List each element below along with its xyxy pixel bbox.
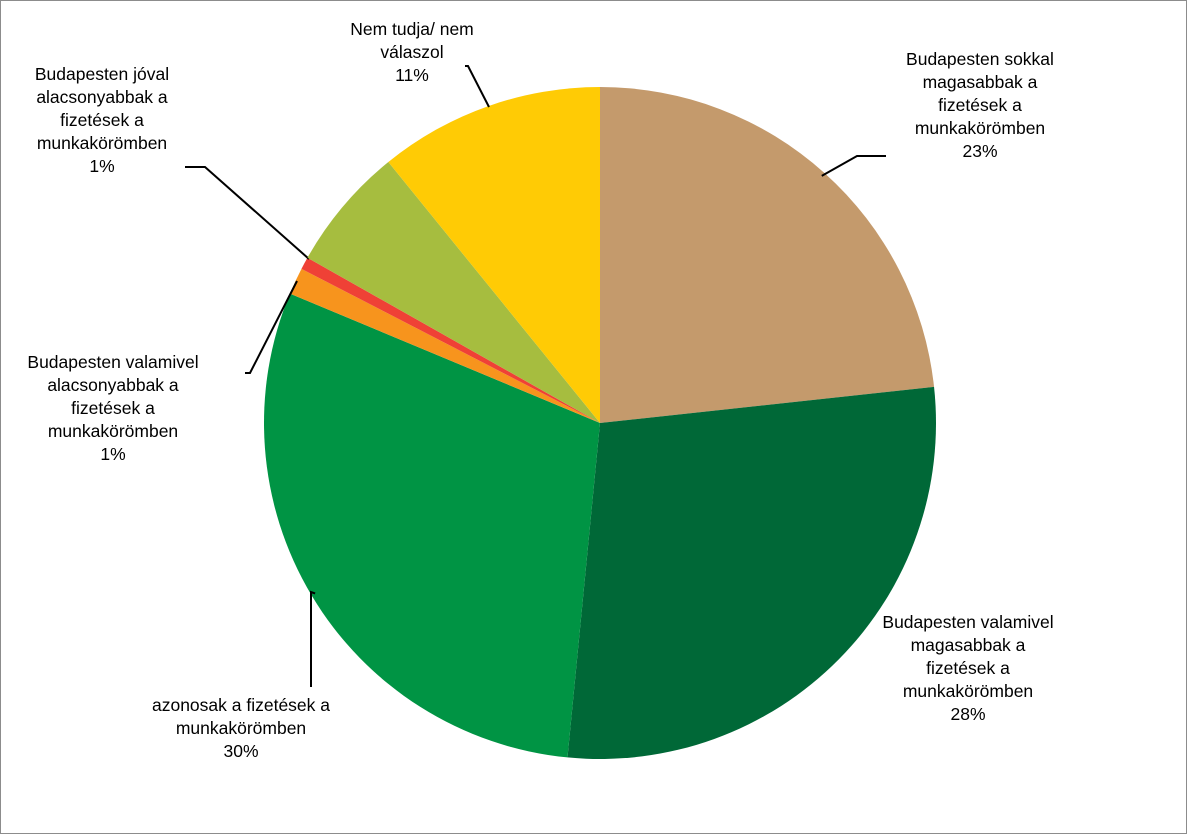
slice-data-label: Budapesten valamivel magasabbak a fizeté…	[882, 612, 1054, 724]
slice-data-label: Budapesten sokkal magasabbak a fizetések…	[906, 49, 1054, 161]
pie-slice	[600, 87, 935, 423]
pie-slice	[567, 386, 937, 759]
pie-slice	[264, 293, 600, 758]
pie-slice	[301, 257, 600, 423]
slice-data-label: Budapesten jóval alacsonyabbak a fizetés…	[34, 64, 170, 176]
pie-slice	[388, 87, 600, 423]
leader-line	[310, 590, 316, 687]
pie-slice	[307, 162, 600, 424]
leader-line	[821, 155, 886, 177]
leader-line	[465, 65, 490, 108]
leader-line	[245, 280, 298, 374]
pie-slice	[289, 268, 600, 423]
leader-line	[185, 166, 310, 260]
slice-data-label: azonosak a fizetések a munkakörömben 30%	[151, 695, 331, 761]
slice-data-label: Nem tudja/ nem válaszol 11%	[350, 19, 474, 85]
slice-data-label: Budapesten valamivel alacsonyabbak a fiz…	[27, 352, 199, 464]
